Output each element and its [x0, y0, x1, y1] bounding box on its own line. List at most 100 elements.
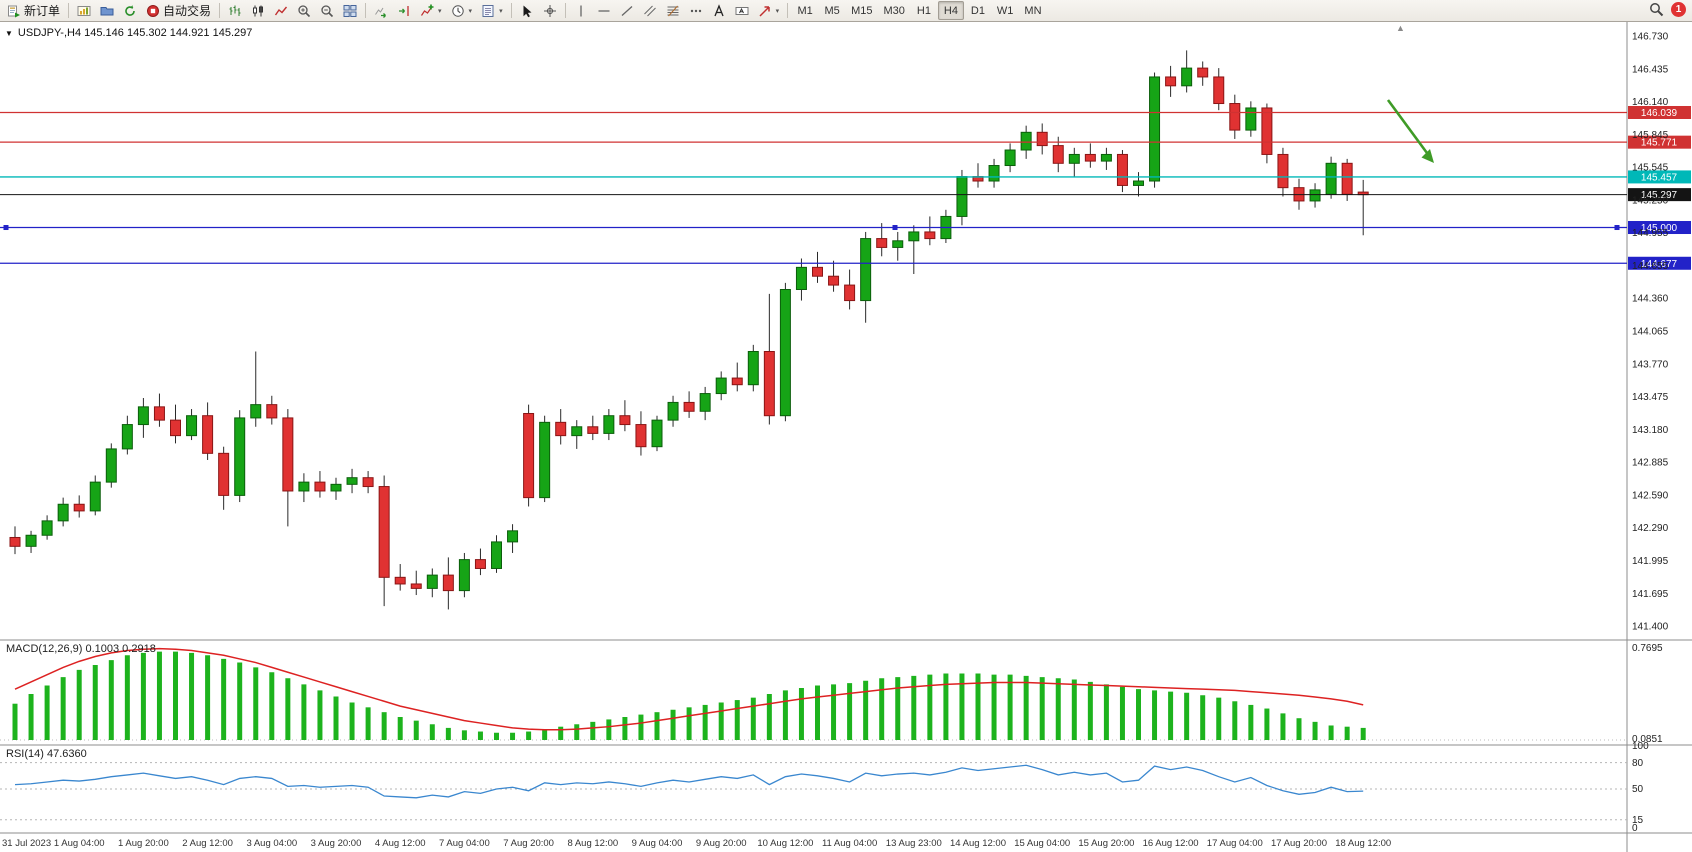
text-label-button[interactable] [731, 1, 753, 20]
horizontal-line-icon [597, 4, 611, 18]
line-chart-button[interactable] [270, 1, 292, 20]
macd-axis[interactable]: 0.7695 0.0851 [1632, 643, 1663, 745]
cursor-button[interactable] [516, 1, 538, 20]
candlestick-chart-button[interactable] [247, 1, 269, 20]
zoom-out-icon [320, 4, 334, 18]
macd-signal-line [14, 647, 1364, 731]
shapes-button[interactable] [685, 1, 707, 20]
timeframe-m5-button[interactable]: M5 [819, 1, 845, 20]
fibonacci-icon [666, 4, 680, 18]
toolbar-separator [68, 3, 70, 18]
svg-text:145.250: 145.250 [1632, 195, 1669, 206]
notification-badge[interactable]: 1 [1671, 2, 1686, 17]
text-button[interactable] [708, 1, 730, 20]
line-handle[interactable] [892, 225, 898, 231]
time-axis[interactable]: 31 Jul 2023 1 Aug 04:00 1 Aug 20:00 2 Aug 1… [2, 838, 1391, 849]
channel-button[interactable] [639, 1, 661, 20]
periods-button[interactable]: ▾ [447, 1, 477, 20]
rsi-line [14, 764, 1364, 799]
cursor-icon [520, 4, 534, 18]
periods-icon [451, 4, 465, 18]
timeframe-m15-button[interactable]: M15 [846, 1, 877, 20]
bar-chart-icon [228, 4, 242, 18]
rsi-axis[interactable]: 100 80 50 150 [1632, 741, 1649, 834]
svg-text:141.995: 141.995 [1632, 556, 1669, 567]
toolbar-separator [365, 3, 367, 18]
tile-windows-button[interactable] [339, 1, 361, 20]
trendline-button[interactable] [616, 1, 638, 20]
svg-text:142.290: 142.290 [1632, 523, 1669, 534]
price-axis[interactable]: 146.730 146.435 146.140 145.845 145.545 145.2… [1632, 32, 1669, 633]
svg-text:7 Aug 20:00: 7 Aug 20:00 [503, 838, 554, 849]
svg-text:145.545: 145.545 [1632, 163, 1669, 174]
templates-button[interactable]: ▾ [477, 1, 507, 20]
rsi-indicator-header: RSI(14) 47.6360 [6, 748, 87, 760]
zoom-in-button[interactable] [293, 1, 315, 20]
toolbar-separator [787, 3, 789, 18]
svg-text:3 Aug 20:00: 3 Aug 20:00 [311, 838, 362, 849]
collapse-arrow-icon[interactable]: ▼ [5, 28, 13, 38]
timeframe-m30-button[interactable]: M30 [879, 1, 910, 20]
svg-text:9 Aug 20:00: 9 Aug 20:00 [696, 838, 747, 849]
svg-text:17 Aug 04:00: 17 Aug 04:00 [1207, 838, 1263, 849]
algo-trading-button[interactable]: 自动交易 [142, 1, 215, 20]
vertical-line-button[interactable] [570, 1, 592, 20]
bar-chart-button[interactable] [224, 1, 246, 20]
svg-text:4 Aug 12:00: 4 Aug 12:00 [375, 838, 426, 849]
text-icon [712, 3, 726, 18]
trend-arrow-annotation[interactable] [1386, 99, 1434, 163]
svg-text:143.180: 143.180 [1632, 425, 1669, 436]
crosshair-icon [543, 4, 557, 18]
zoom-out-button[interactable] [316, 1, 338, 20]
search-icon[interactable] [1649, 2, 1664, 17]
svg-text:31 Jul 2023: 31 Jul 2023 [2, 838, 51, 849]
arrows-button[interactable]: ▾ [754, 1, 784, 20]
price-lines[interactable]: 146.039 145.771 145.457 145.000 144.677 [0, 105, 1691, 270]
toolbar: 新订单 自动交易 ▾ ▾ ▾ ▾ M1 M5 M15 M30 H1 H4 D1 W1 MN [0, 0, 1692, 22]
timeframe-m1-button[interactable]: M1 [792, 1, 818, 20]
svg-text:15 Aug 04:00: 15 Aug 04:00 [1014, 838, 1070, 849]
zoom-in-icon [297, 4, 311, 18]
refresh-button[interactable] [119, 1, 141, 20]
auto-scroll-button[interactable] [370, 1, 392, 20]
crosshair-button[interactable] [539, 1, 561, 20]
indicators-button[interactable]: ▾ [416, 1, 446, 20]
dropdown-arrow-icon[interactable]: ▾ [775, 7, 780, 15]
timeframe-d1-button[interactable]: D1 [965, 1, 991, 20]
new-chart-button[interactable] [73, 1, 95, 20]
chart-shift-marker[interactable]: ▲ [1396, 23, 1405, 33]
svg-text:145.000: 145.000 [1641, 223, 1678, 234]
arrows-icon [758, 4, 772, 18]
timeframe-w1-button[interactable]: W1 [992, 1, 1019, 20]
dropdown-arrow-icon[interactable]: ▾ [499, 7, 503, 15]
line-handle[interactable] [3, 225, 9, 231]
timeframe-h4-button[interactable]: H4 [937, 1, 964, 20]
price-badge [1628, 170, 1691, 184]
svg-text:1 Aug 20:00: 1 Aug 20:00 [118, 838, 169, 849]
line-handle[interactable] [1614, 225, 1620, 231]
toolbar-separator [510, 3, 512, 18]
svg-text:9 Aug 04:00: 9 Aug 04:00 [632, 838, 683, 849]
svg-text:14 Aug 12:00: 14 Aug 12:00 [950, 838, 1006, 849]
svg-text:100: 100 [1632, 741, 1649, 752]
timeframe-h1-button[interactable]: H1 [911, 1, 937, 20]
svg-text:16 Aug 12:00: 16 Aug 12:00 [1143, 838, 1199, 849]
chart-shift-button[interactable] [393, 1, 415, 20]
svg-text:13 Aug 23:00: 13 Aug 23:00 [886, 838, 942, 849]
svg-text:144.955: 144.955 [1632, 228, 1669, 239]
horizontal-line-button[interactable] [593, 1, 615, 20]
new-order-button[interactable]: 新订单 [3, 1, 64, 20]
svg-text:146.140: 146.140 [1632, 97, 1669, 108]
tile-windows-icon [343, 4, 357, 18]
dropdown-arrow-icon[interactable]: ▾ [468, 7, 473, 15]
toolbar-separator [219, 3, 221, 18]
profiles-button[interactable] [96, 1, 118, 20]
dropdown-arrow-icon[interactable]: ▾ [438, 7, 442, 15]
timeframe-mn-button[interactable]: MN [1019, 1, 1046, 20]
text-label-icon [735, 4, 749, 18]
svg-text:142.885: 142.885 [1632, 458, 1669, 469]
toolbar-right-cluster: 1 [1649, 2, 1686, 17]
fibonacci-button[interactable] [662, 1, 684, 20]
svg-text:2 Aug 12:00: 2 Aug 12:00 [182, 838, 233, 849]
